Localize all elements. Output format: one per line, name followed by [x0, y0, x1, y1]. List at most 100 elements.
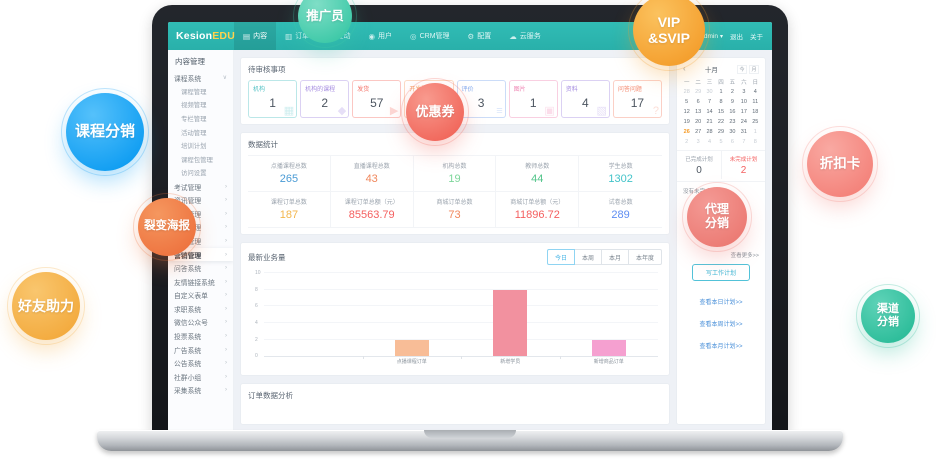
calendar-date[interactable]: 3: [696, 139, 700, 145]
sidebar-item[interactable]: 自定义表单 ›: [168, 289, 233, 303]
calendar-date[interactable]: 31: [740, 129, 747, 135]
calendar-date[interactable]: 5: [685, 99, 689, 105]
calendar-date[interactable]: 16: [729, 109, 736, 115]
stat-label: 商城订单总数: [436, 200, 473, 206]
sidebar-item[interactable]: 社群小组 ›: [168, 370, 233, 384]
sidebar-item[interactable]: 活动管理: [168, 125, 233, 139]
sidebar-item[interactable]: 采集系统 ›: [168, 384, 233, 398]
sidebar-item[interactable]: 培训计划: [168, 139, 233, 153]
calendar-date[interactable]: 26: [683, 129, 690, 135]
calendar-date[interactable]: 13: [695, 109, 702, 115]
calendar-date[interactable]: 5: [719, 139, 723, 145]
calendar-date[interactable]: 25: [752, 119, 759, 125]
calendar-date[interactable]: 10: [740, 99, 747, 105]
sidebar-item[interactable]: 课程管理: [168, 85, 233, 99]
calendar-date[interactable]: 21: [706, 119, 713, 125]
calendar-date[interactable]: 29: [717, 129, 725, 135]
calendar-week: 5 6 7 8 9 10 11: [677, 97, 765, 107]
sidebar-item[interactable]: 专栏管理: [168, 112, 233, 126]
calendar-date[interactable]: 22: [717, 119, 725, 125]
sidebar-item[interactable]: 订单管理 ›: [168, 234, 233, 248]
calendar-date[interactable]: 1: [719, 89, 723, 95]
about-link[interactable]: 关于: [750, 34, 763, 41]
plans-undone-value: 2: [740, 165, 747, 176]
calendar-date[interactable]: 29: [695, 89, 702, 95]
laptop-base: [97, 430, 843, 451]
calendar-date[interactable]: 7: [742, 139, 746, 145]
user-menu[interactable]: admin ▾: [700, 33, 723, 40]
plan-link[interactable]: 查看本周计划>>: [699, 322, 743, 328]
calendar-date[interactable]: 9: [730, 99, 734, 105]
topbar-menu-item[interactable]: ☁ 云服务: [500, 22, 550, 50]
plan-notice: 没有未完成计划！: [677, 181, 765, 195]
plan-link[interactable]: 查看本月计划>>: [699, 344, 743, 350]
calendar-date[interactable]: 14: [706, 109, 713, 115]
calendar-date[interactable]: 8: [719, 99, 723, 105]
calendar-date[interactable]: 19: [683, 119, 690, 125]
sidebar-item[interactable]: 公告系统 ›: [168, 356, 233, 370]
sidebar-item[interactable]: 求职系统 ›: [168, 302, 233, 316]
calendar-date[interactable]: 30: [729, 129, 736, 135]
calendar-date[interactable]: 7: [708, 99, 712, 105]
calendar-date[interactable]: 28: [706, 129, 713, 135]
sidebar-item[interactable]: 考试管理 ›: [168, 180, 233, 194]
calendar-date[interactable]: 30: [706, 89, 713, 95]
plan-link[interactable]: 查看本日计划>>: [699, 300, 743, 306]
sidebar-item[interactable]: 友情链接系统 ›: [168, 275, 233, 289]
calendar-date[interactable]: 8: [753, 139, 757, 145]
calendar-date[interactable]: 18: [752, 109, 759, 115]
cloud-icon: ☁: [509, 31, 517, 41]
calendar-date[interactable]: 24: [740, 119, 747, 125]
calendar-date[interactable]: 17: [740, 109, 747, 115]
calendar-date[interactable]: 28: [683, 89, 690, 95]
range-tab[interactable]: 本月: [600, 249, 629, 265]
calendar-date[interactable]: 1: [753, 129, 757, 135]
sidebar-item[interactable]: 课程系统 ∨: [168, 71, 233, 85]
refresh-icon[interactable]: ↻: [685, 30, 694, 41]
topbar-menu-item[interactable]: ▥ 订单: [276, 22, 318, 50]
sidebar-item[interactable]: 视频管理: [168, 98, 233, 112]
logout-link[interactable]: 退出: [730, 34, 743, 41]
calendar-date[interactable]: 3: [742, 89, 746, 95]
calendar-week: 12 13 14 15 16 17 18: [677, 107, 765, 117]
view-more-link[interactable]: 查看更多>>: [730, 253, 759, 259]
range-tab[interactable]: 本年度: [627, 249, 662, 265]
sidebar-item[interactable]: 问答系统 ›: [168, 261, 233, 275]
topbar-menu-label: 互动: [336, 33, 351, 40]
topbar-menu-item[interactable]: ◉ 用户: [359, 22, 401, 50]
calendar-prev-icon[interactable]: ‹: [683, 64, 686, 73]
sidebar-item[interactable]: 投票系统 ›: [168, 329, 233, 343]
calendar-date[interactable]: 23: [729, 119, 736, 125]
write-plan-button[interactable]: 写工作计划: [691, 264, 750, 281]
calendar-date[interactable]: 2: [730, 89, 734, 95]
sidebar-item[interactable]: 广告系统 ›: [168, 343, 233, 357]
calendar-date[interactable]: 12: [683, 109, 690, 115]
sidebar-item[interactable]: 电商管理 ›: [168, 207, 233, 221]
topbar-menu-item[interactable]: ⚙ 配置: [459, 22, 501, 50]
calendar-date[interactable]: 11: [752, 99, 759, 105]
sidebar-item[interactable]: 微信公众号 ›: [168, 316, 233, 330]
calendar-date[interactable]: 2: [685, 139, 689, 145]
calendar-mode-button[interactable]: 今: [736, 64, 747, 74]
calendar-date[interactable]: 6: [696, 99, 700, 105]
sidebar-item[interactable]: 会员管理 ›: [168, 221, 233, 235]
sidebar-item[interactable]: 课程包管理: [168, 153, 233, 167]
topbar-menu-item[interactable]: ▤ 内容: [234, 22, 277, 50]
sidebar-item[interactable]: 访问设置: [168, 166, 233, 180]
calendar-date[interactable]: 20: [695, 119, 702, 125]
calendar-mode-button[interactable]: 月: [748, 64, 759, 74]
calendar-date[interactable]: 4: [753, 89, 757, 95]
chevron-right-icon: ›: [225, 305, 227, 312]
bubble-ring: [856, 284, 920, 348]
calendar-date[interactable]: 15: [717, 109, 725, 115]
calendar-date[interactable]: 4: [708, 139, 712, 145]
topbar-menu-item[interactable]: ✉ 互动: [318, 22, 359, 50]
calendar-date[interactable]: 6: [730, 139, 734, 145]
topbar-menu-item[interactable]: ◎ CRM管理: [401, 22, 459, 50]
calendar-date[interactable]: 27: [695, 129, 702, 135]
chart-bar: [591, 339, 626, 357]
sidebar-item[interactable]: 资讯管理 ›: [168, 193, 233, 207]
range-tab[interactable]: 本周: [573, 249, 602, 265]
sidebar-item[interactable]: 营销管理 ›: [168, 247, 233, 262]
range-tab[interactable]: 今日: [546, 249, 575, 265]
